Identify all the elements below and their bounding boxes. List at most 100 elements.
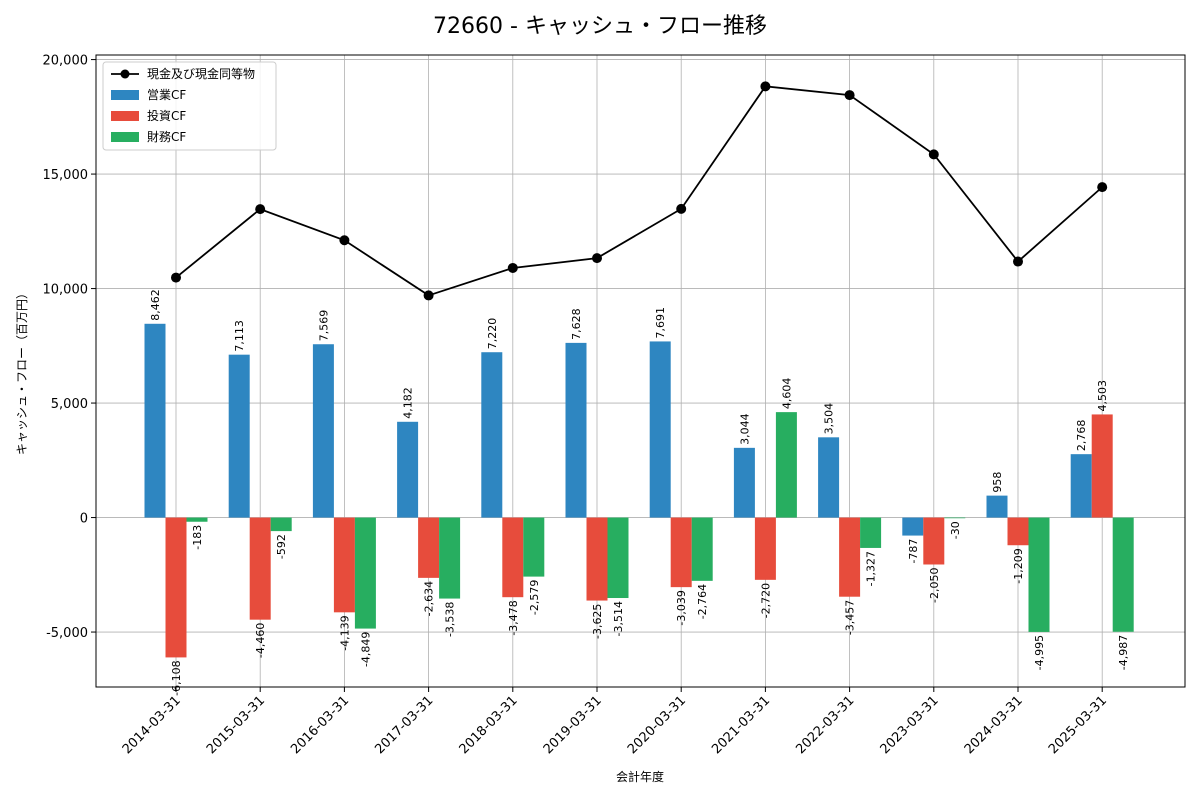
bar [1091, 414, 1113, 518]
data-label-layer: 8,462 7,113 7,569 4,182 7,220 7,628 7,691 3,044… [149, 289, 1130, 696]
data-label: -4,139 [338, 615, 351, 650]
bar [691, 517, 713, 581]
bar [502, 517, 524, 598]
data-label: -3,039 [675, 590, 688, 625]
cash-point [760, 81, 771, 92]
data-label: 7,691 [654, 307, 667, 339]
bar-layer [144, 323, 1134, 658]
legend-label: 現金及び現金同等物 [147, 66, 255, 81]
x-tick-label: 2015-03-31 [204, 693, 268, 757]
y-tick-label: 20,000 [43, 54, 89, 69]
data-label: -2,764 [696, 584, 709, 619]
bar [333, 517, 355, 613]
bar [754, 517, 776, 580]
bar [1007, 517, 1029, 546]
bar [565, 342, 587, 518]
x-tick-label: 2014-03-31 [120, 693, 184, 757]
bar [818, 437, 840, 518]
cash-point [676, 203, 687, 214]
bar [186, 517, 208, 522]
bar [923, 517, 945, 565]
data-label: -2,720 [759, 583, 772, 618]
bar [839, 517, 861, 597]
x-tick-label: 2019-03-31 [541, 693, 605, 757]
cash-point [507, 262, 518, 273]
data-label: -4,460 [254, 623, 267, 658]
bar [165, 517, 187, 658]
data-label: -1,209 [1012, 548, 1025, 583]
cash-point [844, 90, 855, 101]
data-label: -3,625 [591, 604, 604, 639]
bar [397, 421, 419, 518]
legend-swatch [111, 132, 139, 142]
bar [860, 517, 882, 548]
legend-label: 投資CF [147, 108, 186, 123]
bar [354, 517, 376, 629]
y-axis-label: キャッシュ・フロー（百万円） [15, 287, 29, 455]
bar [481, 352, 503, 518]
bar [649, 341, 671, 518]
x-tick-label: 2023-03-31 [878, 693, 942, 757]
legend-swatch [111, 111, 139, 121]
plot-frame [95, 54, 1186, 688]
data-label: -3,538 [444, 602, 457, 637]
bar [418, 517, 440, 578]
cash-point [255, 204, 266, 215]
y-tick-label: -5,000 [46, 626, 88, 641]
data-label: 7,628 [570, 308, 583, 340]
data-label: 958 [991, 472, 1004, 493]
bar [144, 323, 166, 518]
y-axis-ticks: -5,000 0 5,000 10,000 15,000 20,000 [43, 54, 96, 641]
cash-point [1013, 256, 1023, 267]
data-label: -3,514 [612, 601, 625, 636]
bar [249, 517, 271, 620]
y-tick-label: 10,000 [43, 283, 89, 298]
legend-box [102, 61, 277, 151]
legend-label: 財務CF [147, 129, 186, 144]
cash-point [928, 149, 939, 160]
cash-point [1097, 182, 1108, 193]
bar [944, 517, 966, 519]
data-label: 4,604 [780, 378, 793, 410]
y-tick-label: 0 [80, 512, 88, 527]
legend-swatch [111, 90, 139, 100]
cash-point [339, 235, 350, 246]
data-label: -183 [191, 525, 204, 550]
data-label: 4,503 [1096, 380, 1109, 412]
bar [586, 517, 608, 601]
data-label: -1,327 [865, 551, 878, 586]
bar [1070, 454, 1092, 518]
data-label: 3,504 [823, 403, 836, 435]
data-label: 7,220 [486, 318, 499, 350]
cash-point [423, 290, 434, 301]
cash-point [592, 253, 602, 264]
data-label: -2,579 [528, 580, 541, 615]
data-label: -4,849 [359, 632, 372, 667]
x-tick-label: 2021-03-31 [709, 693, 773, 757]
bar [607, 517, 629, 599]
line-layer [171, 81, 1108, 301]
data-label: 4,182 [402, 387, 415, 419]
data-label: 7,569 [317, 310, 330, 342]
legend-label: 営業CF [147, 88, 186, 102]
data-label: 2,768 [1075, 420, 1088, 452]
data-label: -2,050 [928, 567, 941, 602]
data-label: 7,113 [233, 320, 246, 352]
bar [1028, 517, 1050, 632]
data-label: -2,634 [423, 581, 436, 616]
legend-marker-swatch [120, 69, 130, 79]
bar [1112, 517, 1134, 632]
bar [902, 517, 924, 536]
x-tick-label: 2024-03-31 [962, 693, 1026, 757]
data-label: -3,457 [844, 600, 857, 635]
x-tick-label: 2016-03-31 [288, 693, 352, 757]
x-tick-label: 2017-03-31 [372, 693, 436, 757]
bar [439, 517, 461, 599]
data-label: -787 [907, 539, 920, 564]
bar [270, 517, 292, 532]
bar [228, 354, 250, 518]
y-tick-label: 5,000 [51, 397, 88, 412]
x-axis-ticks: 2014-03-31 2015-03-31 2016-03-31 2017-03-31… [120, 687, 1110, 757]
bar [312, 344, 334, 518]
